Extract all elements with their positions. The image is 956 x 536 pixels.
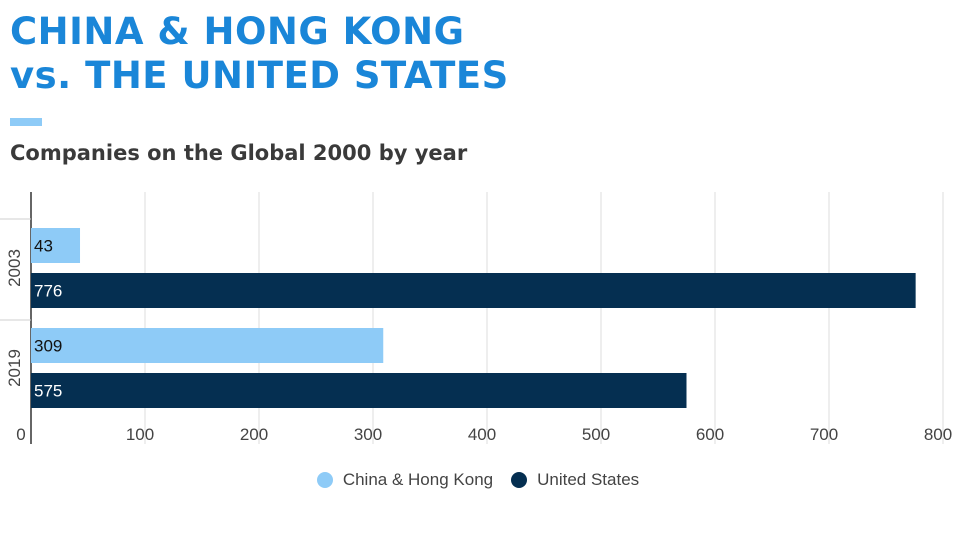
x-tick-label-100: 100 xyxy=(126,425,154,444)
x-tick-label-400: 400 xyxy=(468,425,496,444)
chart-title-line-1: CHINA & HONG KONG xyxy=(10,10,465,53)
chart-title-line-2: vs. THE UNITED STATES xyxy=(10,54,509,97)
data-label-united-states-2003: 776 xyxy=(34,282,62,301)
x-tick-label-200: 200 xyxy=(240,425,268,444)
x-tick-label-300: 300 xyxy=(354,425,382,444)
data-label-china-hong-kong-2019: 309 xyxy=(34,337,62,356)
accent-bar xyxy=(10,118,42,126)
legend-swatch-united-states xyxy=(511,472,528,488)
chart-title: CHINA & HONG KONG vs. THE UNITED STATES xyxy=(10,10,509,98)
bar-united-states-2003 xyxy=(31,273,916,308)
data-label-united-states-2019: 575 xyxy=(34,382,62,401)
bar-united-states-2019 xyxy=(31,373,687,408)
bar-china-hong-kong-2003 xyxy=(31,228,81,263)
legend-label-united-states: United States xyxy=(537,470,640,489)
legend-item-china-hong-kong[interactable]: China & Hong Kong xyxy=(316,470,494,490)
data-label-china-hong-kong-2003: 43 xyxy=(34,237,53,256)
x-tick-label-0: 0 xyxy=(16,425,25,444)
category-label-2019: 2019 xyxy=(5,349,24,387)
legend-swatch-china-hong-kong xyxy=(316,472,333,488)
chart-subtitle: Companies on the Global 2000 by year xyxy=(10,141,468,165)
chart-legend: China & Hong Kong United States xyxy=(0,470,956,490)
x-tick-label-600: 600 xyxy=(696,425,724,444)
x-tick-label-500: 500 xyxy=(582,425,610,444)
legend-item-united-states[interactable]: United States xyxy=(511,470,639,490)
bar-china-hong-kong-2019 xyxy=(31,328,384,363)
category-label-2003: 2003 xyxy=(5,249,24,287)
x-tick-label-700: 700 xyxy=(810,425,838,444)
legend-label-china-hong-kong: China & Hong Kong xyxy=(342,470,494,489)
x-tick-label-800: 800 xyxy=(924,425,952,444)
